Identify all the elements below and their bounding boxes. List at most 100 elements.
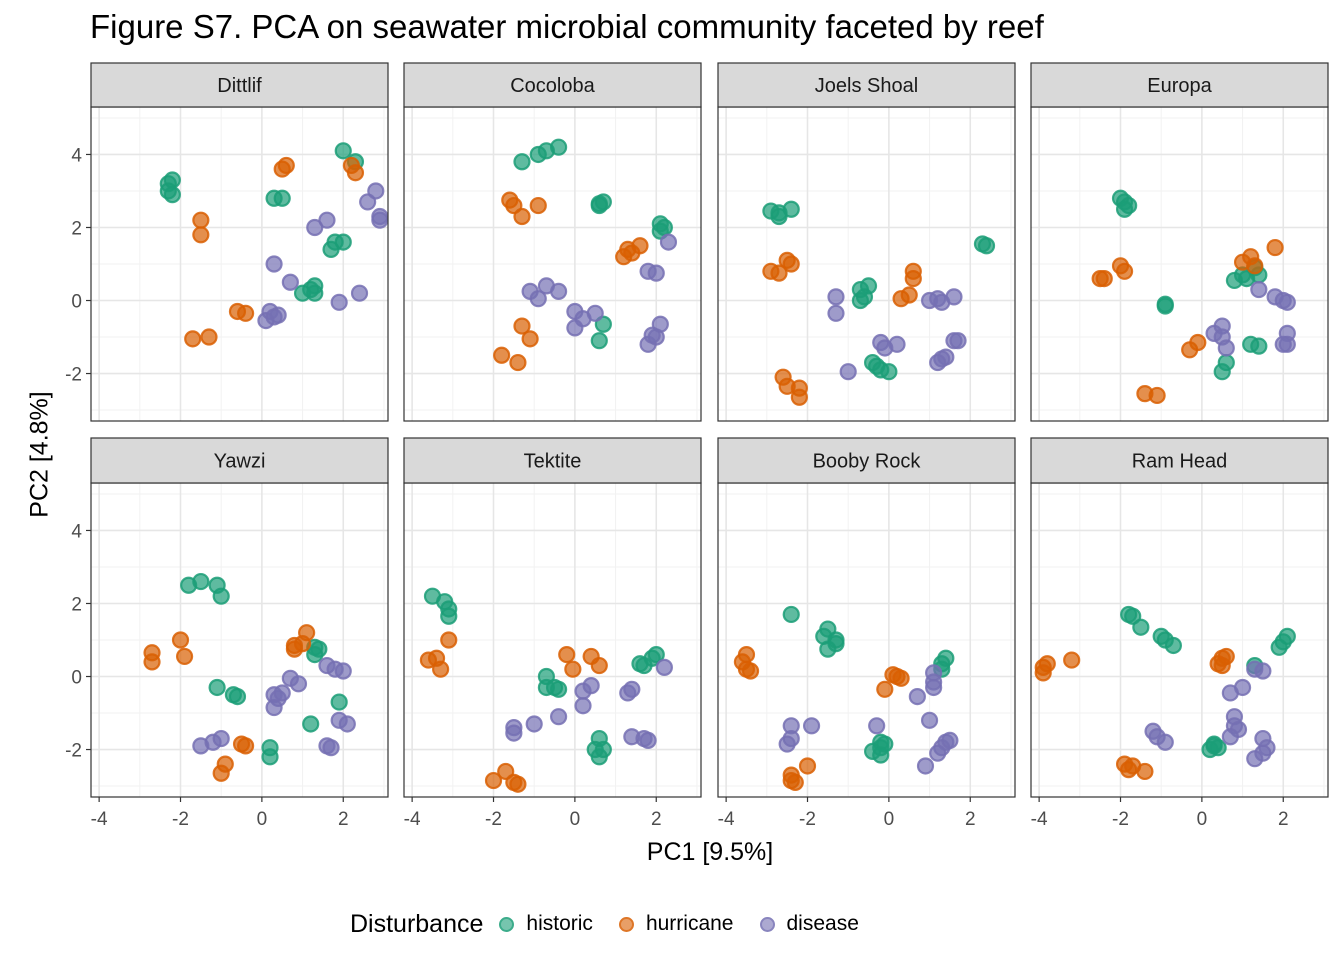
legend: Disturbance historic hurricane disease [350, 904, 885, 944]
y-axis-label: PC2 [4.8%] [25, 391, 54, 518]
point-hurricane [175, 647, 194, 666]
x-axis-label: PC1 [9.5%] [646, 838, 774, 866]
x-tick-label: 2 [965, 809, 976, 830]
point-historic [868, 357, 886, 375]
point-hurricane [509, 353, 527, 372]
point-historic [159, 182, 177, 200]
point-historic [513, 153, 531, 171]
point-disease [525, 715, 543, 733]
point-historic [1225, 271, 1244, 290]
point-disease [550, 708, 568, 726]
point-hurricane [440, 631, 458, 649]
strip-label-cocoloba: Cocoloba [510, 75, 595, 97]
point-historic [306, 284, 324, 302]
point-historic [261, 748, 279, 766]
point-hurricane [513, 207, 531, 226]
point-disease [929, 744, 947, 762]
point-disease [949, 332, 967, 350]
point-disease [920, 711, 939, 729]
point-disease [941, 731, 959, 750]
point-historic [192, 572, 210, 591]
point-disease [1274, 335, 1292, 353]
point-historic [590, 332, 608, 350]
x-tick-label: 2 [651, 809, 662, 830]
point-hurricane [237, 304, 255, 322]
point-disease [330, 293, 348, 311]
x-tick-label: -2 [172, 809, 189, 830]
point-historic [228, 687, 247, 706]
point-hurricane [432, 660, 450, 678]
legend-key-disease [759, 916, 775, 932]
point-disease [306, 218, 324, 237]
point-historic [1213, 363, 1231, 381]
strip-dittlif [90, 62, 389, 108]
point-disease [827, 304, 845, 322]
point-historic [1132, 618, 1150, 636]
strip-yawzi [90, 437, 389, 484]
point-disease [273, 684, 291, 702]
point-hurricane [171, 631, 190, 649]
point-disease [322, 739, 340, 757]
x-tick-label: -4 [404, 809, 421, 830]
point-hurricane [192, 211, 210, 229]
legend-key-hurricane [618, 916, 634, 932]
point-hurricane [484, 771, 503, 790]
point-hurricane [590, 656, 608, 675]
strip-label-dittlif: Dittlif [217, 75, 262, 97]
point-historic [770, 207, 788, 226]
x-tick-label: -2 [485, 809, 502, 830]
point-hurricane [143, 653, 161, 671]
x-tick-label: -2 [799, 809, 816, 830]
strip-label-tektite: Tektite [524, 451, 582, 473]
strip-booby-rock [717, 437, 1016, 484]
point-disease [367, 182, 385, 200]
x-tick-label: 0 [570, 809, 581, 830]
point-hurricane [1209, 655, 1227, 673]
point-disease [265, 308, 283, 326]
point-hurricane [1148, 386, 1166, 405]
point-disease [212, 729, 230, 748]
strip-label-joels-shoal: Joels Shoal [815, 75, 918, 97]
point-historic [550, 680, 568, 698]
point-disease [647, 264, 665, 282]
point-disease [659, 233, 678, 251]
point-disease [334, 662, 352, 680]
y-tick-label: 2 [71, 594, 82, 615]
point-hurricane [900, 286, 918, 304]
point-disease [550, 282, 568, 300]
point-hurricane [564, 660, 582, 678]
point-disease [338, 715, 356, 733]
point-hurricane [277, 156, 295, 175]
point-disease [350, 284, 369, 302]
point-disease [929, 353, 947, 372]
legend-item-hurricane: hurricane [618, 912, 734, 936]
point-hurricane [184, 330, 202, 348]
point-hurricane [1115, 262, 1134, 280]
point-hurricane [1136, 762, 1154, 781]
point-historic [1278, 627, 1296, 645]
point-historic [782, 200, 800, 218]
point-historic [302, 715, 320, 733]
point-historic [855, 288, 874, 306]
point-disease [505, 724, 523, 742]
x-tick-label: -4 [1031, 809, 1048, 830]
point-historic [1250, 337, 1268, 355]
point-disease [1221, 684, 1239, 702]
point-hurricane [192, 226, 210, 244]
strip-joels-shoal [717, 62, 1016, 108]
point-historic [872, 746, 890, 764]
x-tick-label: 0 [1197, 809, 1208, 830]
strip-label-booby-rock: Booby Rock [813, 451, 922, 473]
point-disease [827, 288, 845, 306]
point-hurricane [876, 680, 894, 698]
point-hurricane [770, 264, 788, 282]
point-historic [590, 195, 608, 213]
point-disease [1246, 750, 1264, 768]
x-tick-label: 0 [257, 809, 268, 830]
point-disease [265, 698, 283, 717]
point-hurricane [1095, 270, 1113, 288]
figure-title: Figure S7. PCA on seawater microbial com… [90, 8, 1044, 45]
strip-label-europa: Europa [1147, 75, 1212, 97]
point-hurricane [1189, 333, 1207, 352]
